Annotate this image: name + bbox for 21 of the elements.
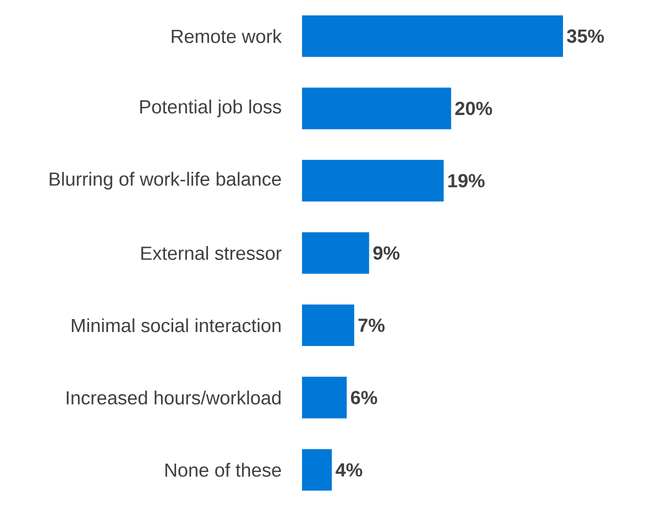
data-label: 35% — [566, 29, 604, 43]
y-tick-label: Remote work — [172, 29, 282, 44]
y-tick-label: None of these — [165, 462, 281, 477]
bar — [302, 376, 347, 418]
bar — [302, 449, 332, 491]
bar — [302, 232, 370, 274]
bar — [302, 160, 444, 202]
bar — [302, 304, 354, 346]
y-tick-label: Potential job loss — [140, 100, 282, 118]
y-tick-label: Minimal social interaction — [72, 318, 281, 332]
y-tick-label: External stressor — [141, 246, 282, 260]
bar — [302, 88, 452, 130]
data-label: 9% — [373, 246, 400, 260]
y-tick-label: Blurring of work-life balance — [50, 172, 281, 190]
y-tick-label: Increased hours/workload — [66, 390, 281, 405]
data-label: 4% — [336, 463, 362, 476]
data-label: 7% — [358, 318, 385, 332]
data-label: 6% — [350, 390, 378, 404]
bar — [302, 15, 563, 57]
data-label: 19% — [448, 174, 485, 188]
data-label: 20% — [455, 102, 492, 116]
